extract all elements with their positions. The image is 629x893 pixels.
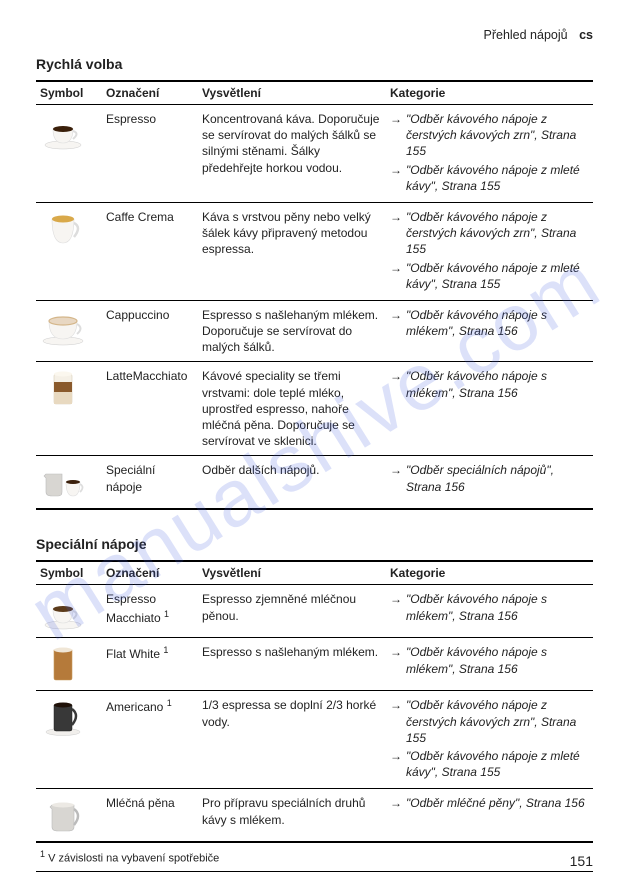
page-number: 151: [570, 853, 593, 869]
col-oznaceni: Označení: [102, 561, 198, 585]
cell-oznaceni: Espresso: [102, 105, 198, 203]
cell-oznaceni: Speciální nápoje: [102, 456, 198, 510]
drink-icon: [40, 591, 86, 631]
cell-kategorie: →"Odběr kávového nápoje z čerstvých kávo…: [386, 105, 593, 203]
table-row: Espresso Koncentrovaná káva. Doporučuje …: [36, 105, 593, 203]
drink-icon: [40, 462, 86, 502]
cell-symbol: [36, 202, 102, 300]
drinks-table: Symbol Označení Vysvětlení Kategorie Esp…: [36, 80, 593, 510]
cell-vysvetleni: 1/3 espressa se doplní 2/3 horké vody.: [198, 691, 386, 789]
cell-kategorie: →"Odběr kávového nápoje s mlékem", Stran…: [386, 300, 593, 362]
cell-kategorie: →"Odběr kávového nápoje z čerstvých kávo…: [386, 202, 593, 300]
category-ref: →"Odběr kávového nápoje z čerstvých kávo…: [390, 697, 589, 746]
cell-oznaceni: Americano 1: [102, 691, 198, 789]
category-ref: →"Odběr kávového nápoje s mlékem", Stran…: [390, 307, 589, 339]
cell-symbol: [36, 105, 102, 203]
table-row: Mléčná pěna Pro přípravu speciálních dru…: [36, 789, 593, 843]
drink-icon: [40, 644, 86, 684]
cell-kategorie: →"Odběr speciálních nápojů", Strana 156: [386, 456, 593, 510]
category-ref: →"Odběr kávového nápoje z mleté kávy", S…: [390, 748, 589, 780]
category-ref: →"Odběr kávového nápoje z čerstvých kávo…: [390, 111, 589, 160]
category-ref: →"Odběr mléčné pěny", Strana 156: [390, 795, 589, 811]
col-kategorie: Kategorie: [386, 561, 593, 585]
cell-oznaceni: Flat White 1: [102, 638, 198, 691]
cell-kategorie: →"Odběr kávového nápoje s mlékem", Stran…: [386, 638, 593, 691]
section-title: Rychlá volba: [36, 56, 593, 72]
table-row: LatteMacchiato Kávové speciality se třem…: [36, 362, 593, 456]
header-lang: cs: [579, 28, 593, 42]
category-ref: →"Odběr speciálních nápojů", Strana 156: [390, 462, 589, 494]
category-ref: →"Odběr kávového nápoje z mleté kávy", S…: [390, 260, 589, 292]
cell-symbol: [36, 789, 102, 843]
cell-vysvetleni: Odběr dalších nápojů.: [198, 456, 386, 510]
cell-vysvetleni: Espresso zjemněné mléčnou pěnou.: [198, 585, 386, 638]
cell-vysvetleni: Koncentrovaná káva. Doporučuje se servír…: [198, 105, 386, 203]
drink-icon: [40, 368, 86, 408]
cell-symbol: [36, 691, 102, 789]
cell-kategorie: →"Odběr kávového nápoje z čerstvých kávo…: [386, 691, 593, 789]
col-oznaceni: Označení: [102, 81, 198, 105]
cell-symbol: [36, 362, 102, 456]
table-row: Caffe Crema Káva s vrstvou pěny nebo vel…: [36, 202, 593, 300]
cell-oznaceni: Cappuccino: [102, 300, 198, 362]
drink-icon: [40, 307, 86, 347]
cell-vysvetleni: Pro přípravu speciálních druhů kávy s ml…: [198, 789, 386, 843]
cell-symbol: [36, 638, 102, 691]
category-ref: →"Odběr kávového nápoje z mleté kávy", S…: [390, 162, 589, 194]
category-ref: →"Odběr kávového nápoje z čerstvých kávo…: [390, 209, 589, 258]
drink-icon: [40, 111, 86, 151]
footnote: 1 V závislosti na vybavení spotřebiče: [36, 843, 593, 872]
table-row: Speciální nápoje Odběr dalších nápojů. →…: [36, 456, 593, 510]
col-kategorie: Kategorie: [386, 81, 593, 105]
cell-oznaceni: LatteMacchiato: [102, 362, 198, 456]
cell-kategorie: →"Odběr kávového nápoje s mlékem", Stran…: [386, 585, 593, 638]
table-row: Espresso Macchiato 1 Espresso zjemněné m…: [36, 585, 593, 638]
category-ref: →"Odběr kávového nápoje s mlékem", Stran…: [390, 591, 589, 623]
drink-icon: [40, 697, 86, 737]
page-header: Přehled nápojů cs: [36, 28, 593, 42]
table-row: Cappuccino Espresso s našlehaným mlékem.…: [36, 300, 593, 362]
cell-kategorie: →"Odběr kávového nápoje s mlékem", Stran…: [386, 362, 593, 456]
col-symbol: Symbol: [36, 561, 102, 585]
cell-oznaceni: Caffe Crema: [102, 202, 198, 300]
category-ref: →"Odběr kávového nápoje s mlékem", Stran…: [390, 644, 589, 676]
drink-icon: [40, 795, 86, 835]
drink-icon: [40, 209, 86, 249]
col-vysvetleni: Vysvětlení: [198, 561, 386, 585]
table-row: Flat White 1 Espresso s našlehaným mléke…: [36, 638, 593, 691]
cell-oznaceni: Mléčná pěna: [102, 789, 198, 843]
header-title: Přehled nápojů: [484, 28, 568, 42]
cell-vysvetleni: Kávové speciality se třemi vrstvami: dol…: [198, 362, 386, 456]
cell-vysvetleni: Espresso s našlehaným mlékem. Doporučuje…: [198, 300, 386, 362]
category-ref: →"Odběr kávového nápoje s mlékem", Stran…: [390, 368, 589, 400]
cell-symbol: [36, 585, 102, 638]
cell-symbol: [36, 300, 102, 362]
cell-vysvetleni: Espresso s našlehaným mlékem.: [198, 638, 386, 691]
cell-oznaceni: Espresso Macchiato 1: [102, 585, 198, 638]
col-symbol: Symbol: [36, 81, 102, 105]
cell-symbol: [36, 456, 102, 510]
section-title: Speciální nápoje: [36, 536, 593, 552]
drinks-table: Symbol Označení Vysvětlení Kategorie Esp…: [36, 560, 593, 843]
cell-kategorie: →"Odběr mléčné pěny", Strana 156: [386, 789, 593, 843]
col-vysvetleni: Vysvětlení: [198, 81, 386, 105]
cell-vysvetleni: Káva s vrstvou pěny nebo velký šálek káv…: [198, 202, 386, 300]
table-row: Americano 1 1/3 espressa se doplní 2/3 h…: [36, 691, 593, 789]
